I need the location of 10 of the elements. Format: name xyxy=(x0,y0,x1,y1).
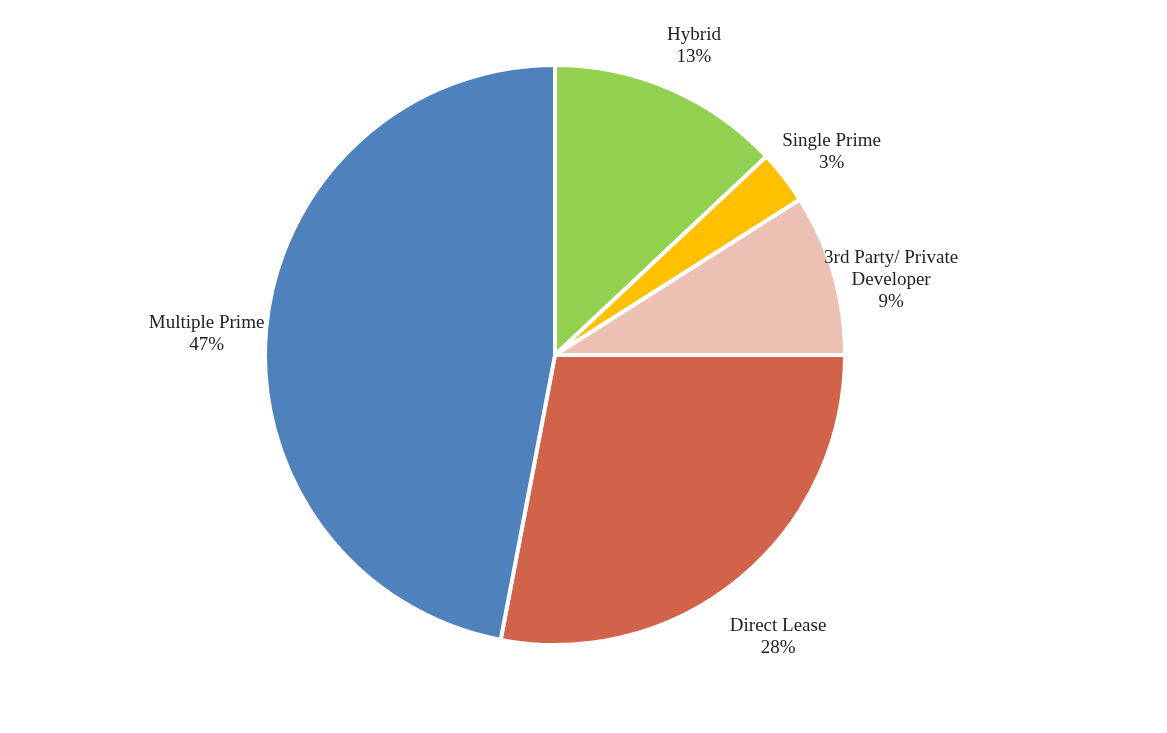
data-label: 47% xyxy=(189,333,225,355)
data-label: 9% xyxy=(878,290,904,312)
data-label: 28% xyxy=(760,635,796,657)
slice-label: Direct Lease xyxy=(729,613,827,635)
data-label: 3% xyxy=(818,151,845,173)
data-label: 13% xyxy=(676,44,712,66)
slice-label: Hybrid xyxy=(667,22,722,44)
slice-label: Multiple Prime xyxy=(148,311,265,333)
slice-label: Single Prime xyxy=(782,129,881,151)
slice-label: 3rd Party/ Private Developer xyxy=(824,246,959,290)
